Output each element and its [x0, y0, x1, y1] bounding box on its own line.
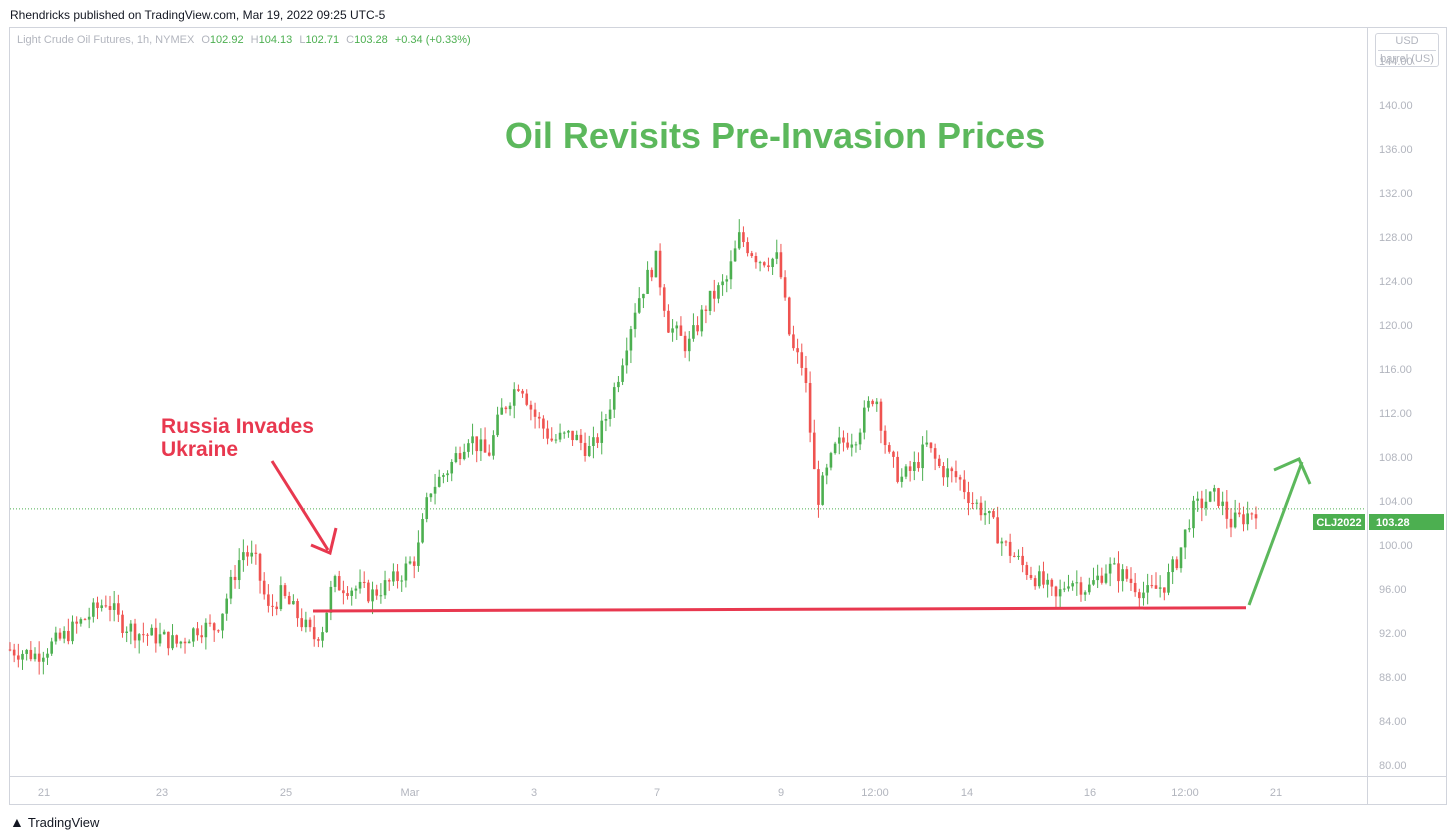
symbol-legend[interactable]: Light Crude Oil Futures, 1h, NYMEX O102.…	[17, 34, 471, 46]
low-value: 102.71	[305, 34, 340, 46]
currency-divider	[1378, 50, 1436, 51]
open-key: O	[201, 34, 210, 46]
low-key: L	[299, 34, 306, 46]
symbol-name: Light Crude Oil Futures, 1h, NYMEX	[17, 34, 195, 46]
price-axis[interactable]	[1367, 27, 1447, 777]
currency-sub: barrel (US)	[1380, 53, 1434, 65]
footer-brand: TradingView	[27, 814, 100, 830]
publisher-line: Rhendricks published on TradingView.com,…	[10, 8, 386, 22]
high-key: H	[250, 34, 259, 46]
tradingview-logo[interactable]: ▲ TradingView	[10, 814, 99, 830]
currency-unit: USD	[1395, 35, 1419, 47]
close-key: C	[346, 34, 355, 46]
open-value: 102.92	[209, 34, 244, 46]
currency-selector[interactable]: USD barrel (US)	[1375, 33, 1439, 67]
chart-pane[interactable]	[9, 27, 1368, 777]
time-axis[interactable]	[9, 777, 1447, 805]
close-value: 103.28	[354, 34, 388, 46]
axis-divider	[1367, 777, 1368, 805]
high-value: 104.13	[258, 34, 293, 46]
tradingview-icon: ▲	[10, 814, 24, 830]
change-value: +0.34 (+0.33%)	[394, 34, 471, 46]
